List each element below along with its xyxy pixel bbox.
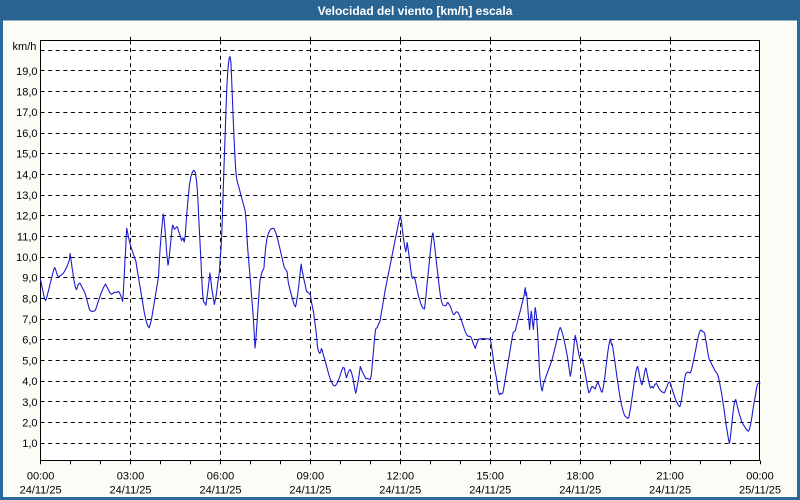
svg-text:2,0: 2,0 (22, 417, 37, 429)
svg-text:24/11/25: 24/11/25 (379, 484, 421, 496)
svg-text:24/11/25: 24/11/25 (20, 484, 62, 496)
svg-text:11,0: 11,0 (17, 231, 38, 243)
svg-text:13,0: 13,0 (16, 190, 37, 202)
svg-text:24/11/25: 24/11/25 (469, 484, 511, 496)
svg-text:19,0: 19,0 (16, 66, 37, 78)
svg-text:03:00: 03:00 (117, 470, 145, 482)
svg-text:24/11/25: 24/11/25 (559, 484, 601, 496)
svg-text:9,0: 9,0 (22, 273, 37, 285)
svg-text:15:00: 15:00 (476, 470, 504, 482)
svg-text:km/h: km/h (13, 41, 37, 53)
svg-text:5,0: 5,0 (22, 355, 37, 367)
svg-text:14,0: 14,0 (16, 169, 37, 181)
svg-text:06:00: 06:00 (207, 470, 235, 482)
svg-text:8,0: 8,0 (22, 293, 37, 305)
svg-text:12,0: 12,0 (16, 211, 37, 223)
svg-text:18:00: 18:00 (566, 470, 594, 482)
svg-text:18,0: 18,0 (16, 87, 37, 99)
svg-text:24/11/25: 24/11/25 (289, 484, 331, 496)
svg-text:25/11/25: 25/11/25 (739, 484, 781, 496)
svg-text:6,0: 6,0 (22, 335, 37, 347)
svg-text:16,0: 16,0 (16, 128, 37, 140)
svg-text:1,0: 1,0 (22, 438, 37, 450)
svg-text:10,0: 10,0 (16, 252, 37, 264)
svg-text:24/11/25: 24/11/25 (649, 484, 691, 496)
svg-text:24/11/25: 24/11/25 (109, 484, 151, 496)
svg-text:00:00: 00:00 (27, 470, 55, 482)
svg-text:17,0: 17,0 (16, 107, 37, 119)
svg-text:3,0: 3,0 (22, 397, 37, 409)
svg-text:7,0: 7,0 (22, 314, 37, 326)
svg-text:12:00: 12:00 (387, 470, 415, 482)
svg-text:4,0: 4,0 (22, 376, 37, 388)
svg-text:21:00: 21:00 (656, 470, 684, 482)
svg-text:15,0: 15,0 (16, 149, 37, 161)
svg-text:09:00: 09:00 (297, 470, 325, 482)
svg-text:00:00: 00:00 (746, 470, 774, 482)
svg-text:24/11/25: 24/11/25 (199, 484, 241, 496)
svg-text:Velocidad del viento [km/h] es: Velocidad del viento [km/h] escala (318, 4, 513, 18)
